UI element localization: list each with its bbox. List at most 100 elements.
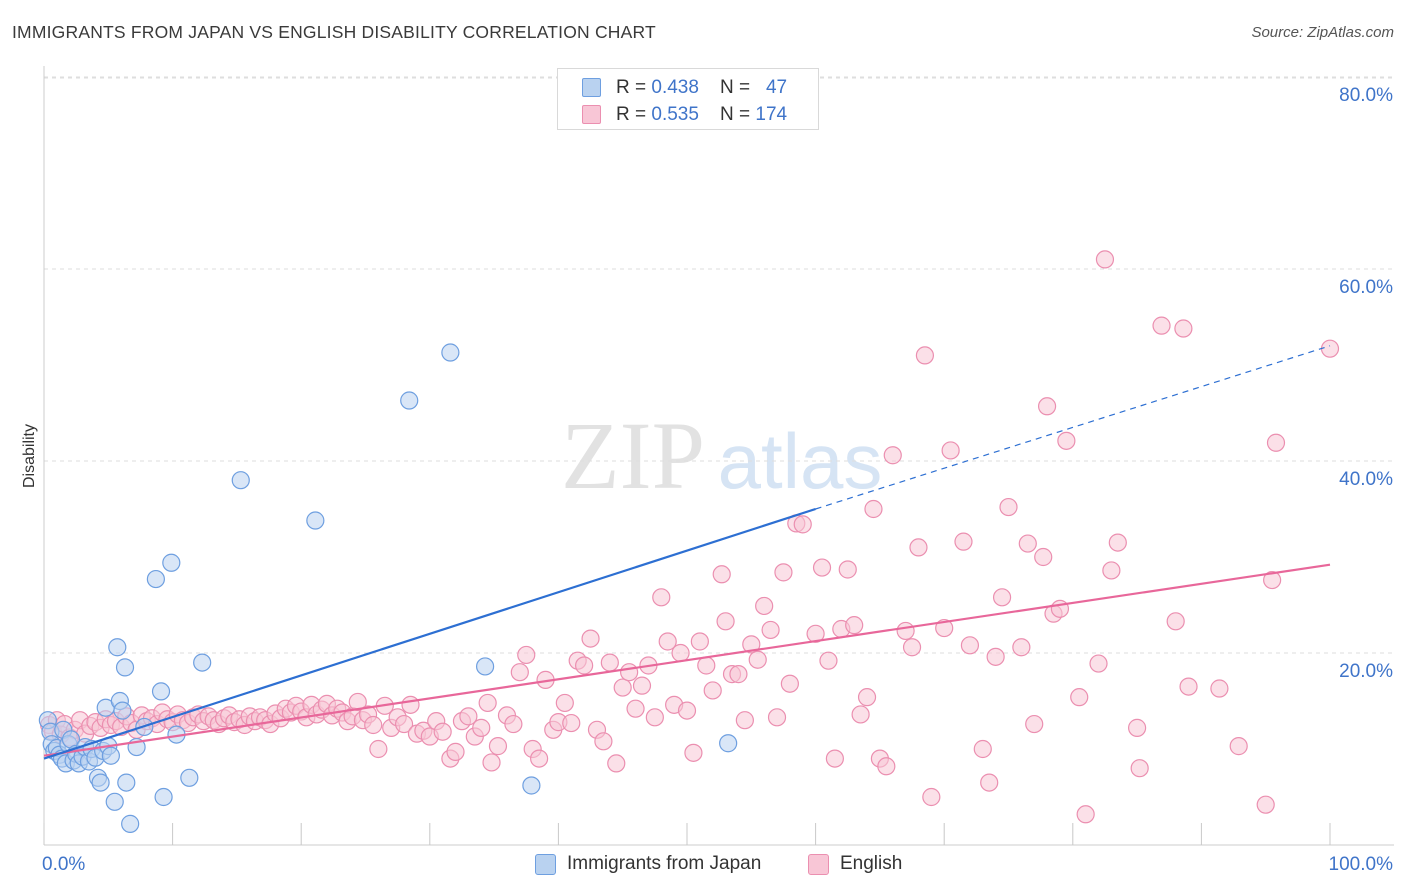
legend-n-label: N = (720, 77, 756, 98)
data-point (755, 596, 774, 616)
data-point (761, 620, 780, 640)
data-point (478, 693, 497, 713)
legend-swatch-japan (582, 78, 601, 97)
data-point (446, 742, 465, 761)
correlation-legend: R = 0.438 N = 47 R = 0.535 N = 174 (557, 68, 819, 130)
legend-r-label: R = (616, 104, 652, 125)
trend-line-japan (43, 507, 816, 760)
data-point (973, 739, 992, 759)
data-point (1266, 433, 1286, 452)
data-point (838, 560, 857, 579)
trend-line-japan-extension (815, 345, 1331, 510)
y-tick-label: 40.0% (1339, 469, 1393, 490)
data-point (1076, 805, 1095, 824)
data-point (677, 701, 697, 720)
data-point (999, 497, 1018, 517)
chart-title: IMMIGRANTS FROM JAPAN VS ENGLISH DISABIL… (12, 22, 656, 42)
data-point (719, 734, 738, 753)
data-point (954, 532, 973, 551)
data-point (658, 632, 677, 651)
data-point (510, 663, 529, 682)
data-point (684, 743, 703, 762)
data-point (645, 708, 664, 727)
data-point (774, 563, 793, 582)
data-point (896, 621, 915, 641)
data-point (620, 663, 639, 682)
data-point (902, 638, 922, 657)
data-point (91, 773, 110, 792)
data-point (877, 757, 896, 776)
trend-line-english (43, 563, 1331, 757)
data-point (626, 699, 645, 718)
data-point (1320, 339, 1340, 358)
data-point (433, 722, 452, 741)
data-point (180, 768, 199, 787)
data-point (941, 441, 960, 460)
data-point (1174, 319, 1193, 338)
data-point (613, 678, 632, 697)
y-axis-title: Disability (21, 424, 38, 488)
data-point (146, 569, 165, 589)
data-point (1018, 534, 1037, 553)
data-point (108, 638, 127, 657)
data-point (819, 651, 838, 670)
data-point (1025, 714, 1044, 734)
data-point (1166, 612, 1185, 631)
data-point (883, 446, 902, 465)
x-tick-label: 0.0% (42, 854, 85, 875)
data-point (960, 636, 980, 655)
data-point (401, 695, 420, 714)
legend-label-english: English (840, 853, 903, 874)
data-point (716, 612, 735, 631)
legend-swatch-english (582, 105, 601, 124)
data-point (581, 629, 600, 648)
data-point (922, 787, 941, 807)
legend-r-label: R = (616, 77, 652, 98)
data-point (729, 665, 748, 684)
data-point (459, 707, 478, 726)
data-point (482, 753, 501, 772)
data-point (162, 553, 181, 572)
data-point (735, 711, 754, 730)
data-point (793, 515, 812, 534)
data-point (845, 616, 864, 635)
legend-label-japan: Immigrants from Japan (567, 853, 762, 874)
data-point (504, 714, 523, 734)
data-point (767, 708, 787, 727)
data-point (113, 701, 132, 720)
x-tick-label: 100.0% (1329, 854, 1394, 875)
data-point (600, 653, 619, 672)
data-point (857, 688, 877, 707)
data-point (992, 588, 1012, 607)
series-legend: Immigrants from Japan English (0, 852, 1406, 880)
data-point (1263, 570, 1282, 590)
legend-n-value: 174 (755, 104, 788, 125)
data-point (864, 499, 883, 519)
data-point (697, 656, 716, 675)
data-point (121, 814, 140, 833)
data-point (105, 792, 124, 811)
data-point (1034, 547, 1053, 567)
data-point (555, 693, 574, 713)
data-point (306, 511, 325, 530)
data-point (806, 624, 825, 643)
data-point (980, 773, 999, 792)
data-point (151, 682, 171, 701)
data-point (1089, 654, 1108, 673)
data-point (1102, 561, 1121, 580)
data-point (394, 714, 414, 734)
data-point (986, 647, 1005, 666)
y-tick-label: 20.0% (1339, 661, 1393, 682)
data-point (575, 656, 594, 675)
data-point (1210, 679, 1229, 698)
data-point (117, 773, 136, 792)
data-point (441, 343, 460, 362)
data-point (101, 746, 120, 765)
data-point (632, 676, 652, 695)
data-point (1256, 795, 1275, 814)
data-point (690, 632, 709, 651)
data-point (115, 658, 135, 677)
data-point (607, 754, 626, 773)
data-point (1095, 250, 1115, 269)
